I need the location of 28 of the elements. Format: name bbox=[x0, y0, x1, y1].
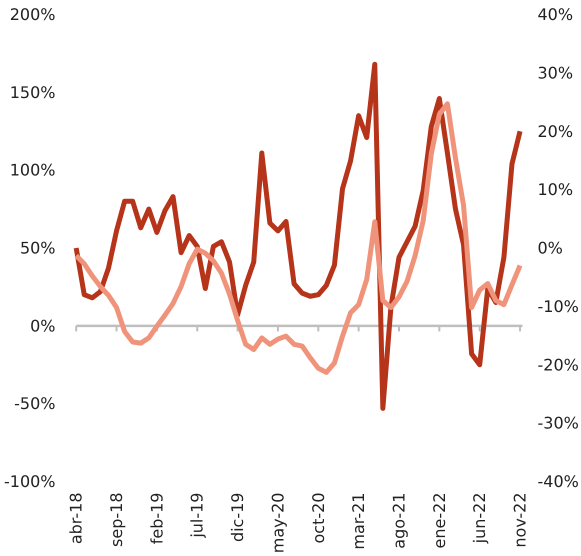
y2-tick-label: 10% bbox=[538, 180, 574, 200]
y2-tick-label: -40% bbox=[538, 472, 579, 491]
y2-tick-label: -20% bbox=[538, 355, 579, 374]
y-tick-label: 50% bbox=[20, 238, 56, 258]
y2-tick-label: 20% bbox=[538, 122, 574, 141]
y-tick-label: 100% bbox=[10, 160, 56, 180]
x-tick-label: sep-18 bbox=[107, 492, 126, 547]
y-tick-label: 150% bbox=[10, 82, 56, 102]
y-tick-label: 0% bbox=[30, 316, 56, 336]
x-tick-label: may-20 bbox=[268, 492, 288, 554]
x-tick-label: abr-18 bbox=[66, 492, 86, 544]
y2-tick-label: -10% bbox=[538, 296, 579, 316]
x-tick-label: jul-19 bbox=[188, 492, 207, 539]
y-tick-label: -100% bbox=[4, 472, 56, 491]
x-tick-label: mar-21 bbox=[349, 492, 368, 550]
y2-tick-label: 0% bbox=[538, 238, 563, 258]
x-tick-label: feb-19 bbox=[147, 492, 166, 544]
x-tick-label: oct-20 bbox=[308, 492, 328, 544]
x-tick-label: jun-22 bbox=[470, 492, 490, 544]
x-tick-label: nov-22 bbox=[510, 492, 530, 548]
x-tick-label: ene-22 bbox=[430, 492, 449, 548]
y2-tick-label: 30% bbox=[538, 63, 574, 82]
y2-tick-label: 40% bbox=[538, 5, 574, 24]
x-tick-label: dic-19 bbox=[228, 492, 248, 542]
y2-tick-label: -30% bbox=[538, 414, 579, 433]
x-tick-label: ago-21 bbox=[389, 492, 408, 549]
y-tick-label: -50% bbox=[14, 394, 56, 414]
y-tick-label: 200% bbox=[10, 5, 56, 24]
